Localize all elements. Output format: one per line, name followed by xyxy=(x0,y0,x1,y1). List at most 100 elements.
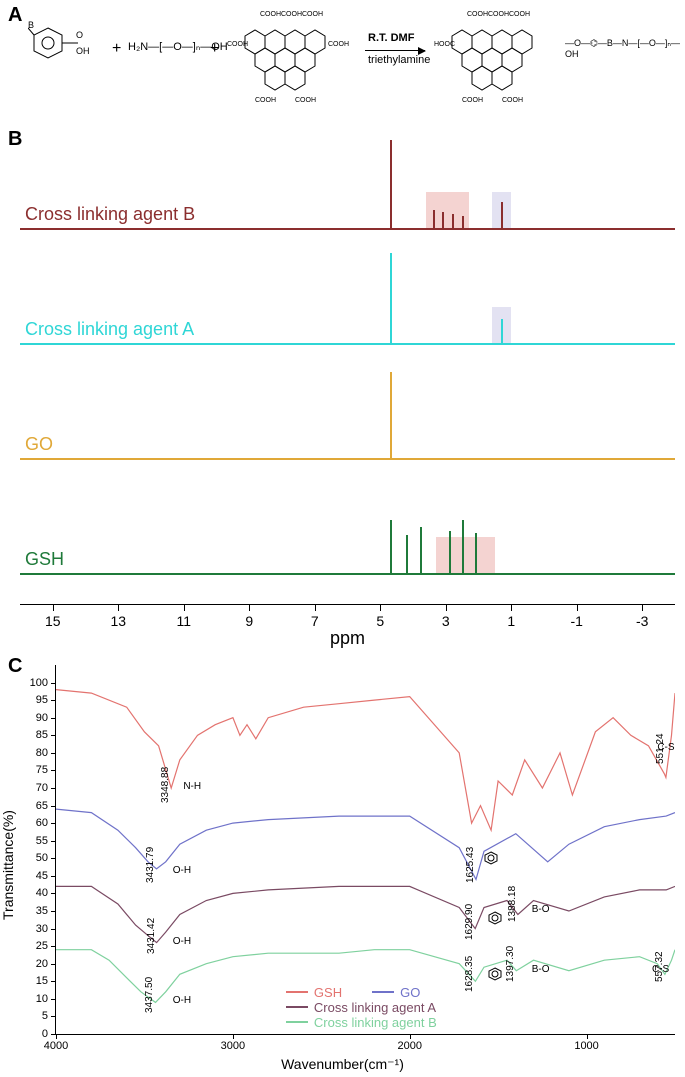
nmr-peak xyxy=(390,253,392,345)
nmr-tick xyxy=(642,605,643,611)
ftir-xtick-label: 1000 xyxy=(574,1034,598,1052)
ftir-ytick-label: 10 xyxy=(36,993,56,1005)
legend-text: GSH xyxy=(314,985,342,1000)
ftir-ytick-label: 90 xyxy=(36,712,56,724)
ftir-peak-annotation: B-O xyxy=(532,904,550,915)
nmr-tick-label: 11 xyxy=(176,613,191,629)
nmr-x-axis: ppm 15131197531-1-3 xyxy=(20,604,675,645)
reagent-1: O OH B xyxy=(28,18,108,78)
svg-text:COOH: COOH xyxy=(227,41,248,48)
legend-text: Cross linking agent A xyxy=(314,1000,436,1015)
ftir-legend: GSH GOCross linking agent ACross linking … xyxy=(286,985,437,1030)
nmr-tick-label: -1 xyxy=(571,613,583,629)
ftir-ytick-label: 50 xyxy=(36,852,56,864)
nmr-peak xyxy=(390,372,392,460)
nmr-peak xyxy=(390,520,392,575)
ftir-xtick-label: 4000 xyxy=(44,1034,68,1052)
nmr-baseline xyxy=(20,573,675,575)
nmr-peak xyxy=(462,216,464,230)
nmr-track: GO xyxy=(20,365,675,475)
panel-b: Cross linking agent B Cross linking agent… xyxy=(0,125,685,645)
ftir-peak-annotation: 1388.18 xyxy=(507,886,518,922)
nmr-track: Cross linking agent A xyxy=(20,250,675,360)
svg-text:COOH: COOH xyxy=(255,97,276,104)
nmr-baseline xyxy=(20,343,675,345)
ftir-ytick-label: 40 xyxy=(36,887,56,899)
ftir-ytick-label: 45 xyxy=(36,870,56,882)
benzene-icon xyxy=(488,911,502,925)
nmr-tick xyxy=(184,605,185,611)
ftir-ytick-label: 80 xyxy=(36,747,56,759)
ftir-peak-annotation: C-S xyxy=(652,964,669,975)
ftir-series xyxy=(56,690,675,831)
nmr-tick-label: 15 xyxy=(45,613,61,629)
figure: A O OH B + H₂N—[—O—]ₙ—OH + xyxy=(0,0,685,1077)
nmr-track-label: Cross linking agent B xyxy=(25,204,195,225)
legend-swatch xyxy=(286,991,308,993)
svg-text:COOH: COOH xyxy=(295,97,316,104)
ftir-peak-annotation: 1628.35 xyxy=(464,956,475,992)
nmr-tick xyxy=(380,605,381,611)
legend-text: GO xyxy=(400,985,420,1000)
legend-swatch xyxy=(286,1006,308,1008)
ftir-peak-annotation: 3431.79 xyxy=(145,847,156,883)
svg-text:COOH: COOH xyxy=(328,41,349,48)
nmr-tick xyxy=(53,605,54,611)
nmr-tick xyxy=(446,605,447,611)
nmr-tick-label: 3 xyxy=(442,613,450,629)
nmr-track-label: GSH xyxy=(25,549,64,570)
ftir-peak-annotation: B-O xyxy=(532,964,550,975)
nmr-peak xyxy=(452,214,454,230)
legend-item: Cross linking agent A xyxy=(286,1000,437,1015)
nmr-peak xyxy=(390,140,392,230)
nmr-tick-label: 13 xyxy=(110,613,126,629)
ftir-y-label: Transmittance(%) xyxy=(0,810,16,920)
nmr-highlight xyxy=(436,537,495,575)
nmr-tick-label: 9 xyxy=(245,613,253,629)
ftir-ytick-label: 25 xyxy=(36,940,56,952)
svg-text:OH: OH xyxy=(76,46,90,56)
go-reagent: COOHCOOHCOOH COOH COOH COOH COOH xyxy=(225,6,360,106)
ftir-ytick-label: 55 xyxy=(36,835,56,847)
panel-a: O OH B + H₂N—[—O—]ₙ—OH + COOHCOOHCOOH CO… xyxy=(0,0,685,120)
ftir-ytick-label: 75 xyxy=(36,764,56,776)
ftir-xtick-label: 2000 xyxy=(397,1034,421,1052)
ftir-ytick-label: 65 xyxy=(36,800,56,812)
ftir-ytick-label: 15 xyxy=(36,975,56,987)
ftir-peak-annotation: O-H xyxy=(173,995,191,1006)
ftir-ytick-label: 30 xyxy=(36,923,56,935)
nmr-peak xyxy=(442,212,444,230)
nmr-tick-label: 5 xyxy=(376,613,384,629)
ftir-peak-annotation: 3437.50 xyxy=(144,977,155,1013)
svg-text:B: B xyxy=(28,20,34,30)
benzene-icon xyxy=(488,967,502,981)
nmr-peak xyxy=(433,210,435,230)
legend-item: GSH xyxy=(286,985,342,1000)
nmr-peak xyxy=(501,319,503,345)
nmr-track: GSH xyxy=(20,480,675,590)
ftir-peak-annotation: 1397.30 xyxy=(505,946,516,982)
legend-text: Cross linking agent B xyxy=(314,1015,437,1030)
svg-text:COOHCOOHCOOH: COOHCOOHCOOH xyxy=(467,11,530,18)
ftir-peak-annotation: O-H xyxy=(173,936,191,947)
legend-item: GO xyxy=(372,985,420,1000)
arrow-under: triethylamine xyxy=(368,54,430,66)
product-tail: —O—⌬—B—N—[—O—]ₙ—OH xyxy=(565,38,685,59)
nmr-baseline xyxy=(20,228,675,230)
nmr-peak xyxy=(406,535,408,575)
ftir-peak-annotation: O-H xyxy=(173,865,191,876)
svg-text:COOH: COOH xyxy=(462,97,483,104)
nmr-tick xyxy=(511,605,512,611)
nmr-track: Cross linking agent B xyxy=(20,135,675,245)
ftir-ytick-label: 5 xyxy=(42,1010,56,1022)
ftir-ytick-label: 85 xyxy=(36,729,56,741)
ftir-xtick-label: 3000 xyxy=(221,1034,245,1052)
nmr-tick xyxy=(577,605,578,611)
nmr-tick-label: 1 xyxy=(507,613,515,629)
ftir-peak-annotation: 3431.42 xyxy=(146,917,157,953)
ftir-peak-annotation: N-H xyxy=(183,781,201,792)
legend-swatch xyxy=(286,1021,308,1023)
nmr-tick xyxy=(118,605,119,611)
arrow-over: R.T. DMF xyxy=(368,32,414,44)
legend-swatch xyxy=(372,991,394,993)
